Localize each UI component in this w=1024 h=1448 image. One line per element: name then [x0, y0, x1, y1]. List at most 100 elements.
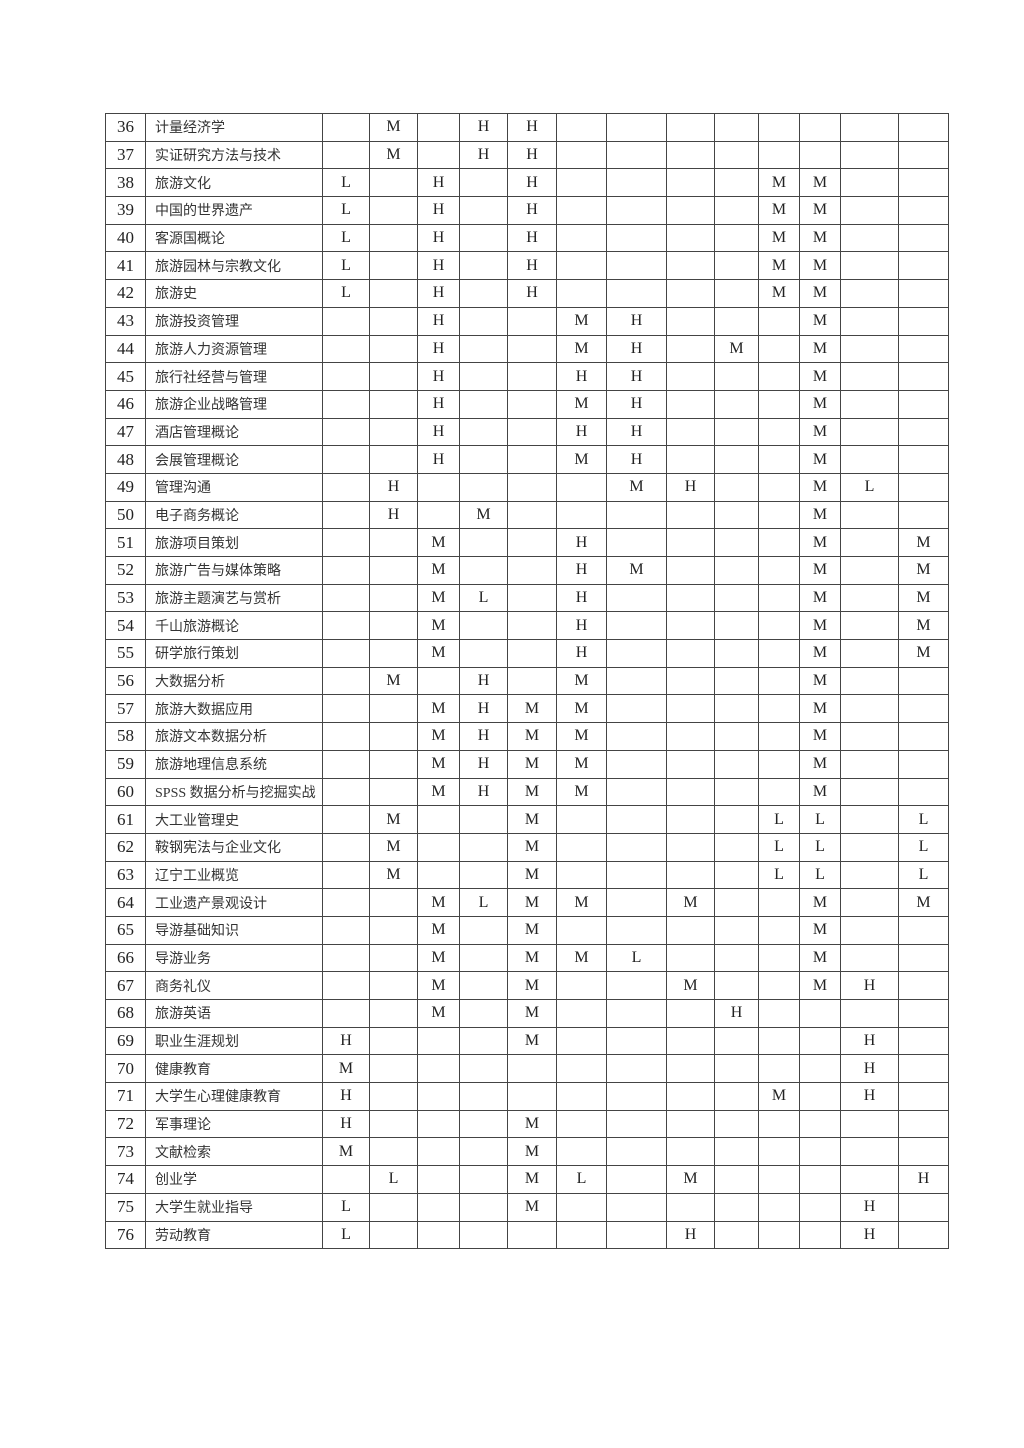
- level-cell: [322, 722, 370, 751]
- level-cell: [417, 1082, 460, 1111]
- course-name: 职业生涯规划: [145, 1026, 323, 1056]
- level-cell: [369, 1220, 418, 1250]
- level-cell: [556, 1192, 607, 1222]
- level-cell: H: [459, 113, 508, 142]
- level-cell: [799, 999, 841, 1028]
- level-cell: [666, 279, 715, 308]
- level-cell: [666, 389, 715, 419]
- level-cell: [322, 860, 370, 890]
- level-cell: H: [898, 1165, 949, 1194]
- level-cell: M: [507, 943, 557, 973]
- level-cell: H: [606, 362, 667, 391]
- row-number: 61: [105, 805, 146, 834]
- level-cell: M: [417, 943, 460, 973]
- course-name: 劳动教育: [145, 1220, 323, 1250]
- level-cell: H: [556, 528, 607, 557]
- level-cell: H: [840, 1192, 899, 1222]
- course-name: 旅游广告与媒体策略: [145, 556, 323, 585]
- level-cell: L: [459, 888, 508, 917]
- level-cell: [840, 999, 899, 1028]
- level-cell: [666, 445, 715, 474]
- level-cell: [322, 888, 370, 917]
- level-cell: [898, 1082, 949, 1111]
- level-cell: [758, 1054, 800, 1084]
- level-cell: [459, 1026, 508, 1056]
- level-cell: [369, 915, 418, 945]
- level-cell: [666, 113, 715, 142]
- level-cell: [459, 279, 508, 308]
- level-cell: [898, 749, 949, 779]
- level-cell: [606, 860, 667, 890]
- table-row: 56 大数据分析 M H M M: [105, 666, 949, 696]
- level-cell: [666, 694, 715, 724]
- level-cell: M: [507, 777, 557, 807]
- level-cell: [507, 666, 557, 696]
- level-cell: [606, 168, 667, 198]
- level-cell: [666, 1137, 715, 1167]
- level-cell: [840, 666, 899, 696]
- level-cell: [714, 639, 759, 668]
- row-number: 41: [105, 251, 146, 281]
- level-cell: [507, 500, 557, 530]
- level-cell: [714, 611, 759, 641]
- level-cell: H: [417, 196, 460, 225]
- level-cell: [606, 694, 667, 724]
- level-cell: [666, 223, 715, 253]
- table-row: 68 旅游英语 M M H: [105, 999, 949, 1028]
- level-cell: [758, 639, 800, 668]
- level-cell: M: [799, 694, 841, 724]
- level-cell: H: [417, 251, 460, 281]
- level-cell: [714, 860, 759, 890]
- course-name: 中国的世界遗产: [145, 196, 323, 225]
- level-cell: [666, 362, 715, 391]
- course-name: 导游基础知识: [145, 915, 323, 945]
- table-row: 72 军事理论 H M: [105, 1109, 949, 1139]
- level-cell: M: [799, 639, 841, 668]
- level-cell: H: [507, 196, 557, 225]
- level-cell: [898, 1137, 949, 1167]
- level-cell: [606, 639, 667, 668]
- level-cell: [556, 1220, 607, 1250]
- level-cell: [507, 1082, 557, 1111]
- level-cell: M: [898, 888, 949, 917]
- table-row: 67 商务礼仪 M M M M H: [105, 971, 949, 1000]
- course-name: 旅行社经营与管理: [145, 362, 323, 391]
- level-cell: [758, 1109, 800, 1139]
- level-cell: M: [417, 915, 460, 945]
- level-cell: M: [507, 971, 557, 1000]
- row-number: 63: [105, 860, 146, 890]
- table-row: 76 劳动教育 L H H: [105, 1220, 949, 1250]
- level-cell: L: [758, 805, 800, 834]
- level-cell: [799, 1137, 841, 1167]
- course-name: 大学生心理健康教育: [145, 1082, 323, 1111]
- level-cell: [666, 417, 715, 447]
- course-name: 旅游地理信息系统: [145, 749, 323, 779]
- course-name: 旅游史: [145, 279, 323, 308]
- level-cell: [840, 417, 899, 447]
- row-number: 76: [105, 1220, 146, 1250]
- course-name: 旅游园林与宗教文化: [145, 251, 323, 281]
- level-cell: M: [799, 749, 841, 779]
- level-cell: [606, 1192, 667, 1222]
- level-cell: [369, 722, 418, 751]
- level-cell: M: [799, 279, 841, 308]
- level-cell: [556, 1026, 607, 1056]
- level-cell: H: [840, 1082, 899, 1111]
- level-cell: [417, 1054, 460, 1084]
- level-cell: [606, 279, 667, 308]
- level-cell: M: [507, 1165, 557, 1194]
- row-number: 40: [105, 223, 146, 253]
- level-cell: H: [322, 1082, 370, 1111]
- level-cell: [322, 528, 370, 557]
- table-row: 45 旅行社经营与管理 H H H M: [105, 362, 949, 391]
- level-cell: M: [758, 1082, 800, 1111]
- level-cell: [898, 140, 949, 170]
- level-cell: [714, 777, 759, 807]
- level-cell: M: [606, 556, 667, 585]
- level-cell: [417, 1220, 460, 1250]
- level-cell: [898, 472, 949, 502]
- course-name: 健康教育: [145, 1054, 323, 1084]
- level-cell: L: [322, 1192, 370, 1222]
- level-cell: M: [799, 888, 841, 917]
- level-cell: [369, 888, 418, 917]
